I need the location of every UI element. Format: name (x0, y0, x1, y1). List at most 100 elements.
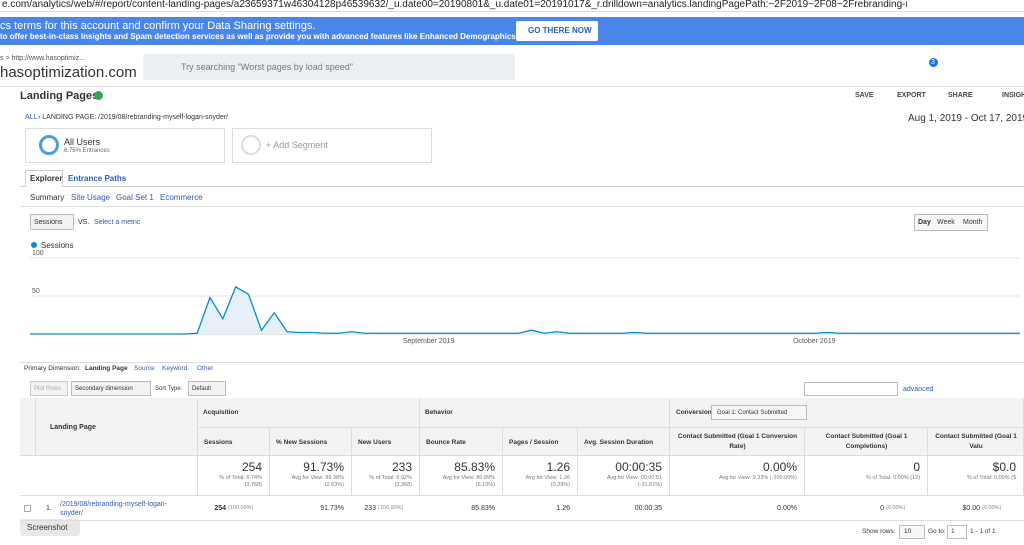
segment-detail: 6.75% Entrances (64, 148, 110, 154)
cell-value: 233 (364, 505, 376, 512)
sort-value[interactable]: Default (192, 386, 212, 392)
share-action[interactable]: SHARE (948, 92, 973, 99)
cell-value: $0.00 (962, 505, 980, 512)
total-cell (352, 456, 420, 496)
export-action[interactable]: EXPORT (897, 92, 926, 99)
subtab[interactable]: Summary (30, 193, 65, 202)
notification-count: 3 (931, 59, 935, 66)
row-index: 1. (46, 505, 52, 512)
total-value: $0.0 (992, 460, 1016, 474)
table-search[interactable] (804, 382, 898, 396)
filter-all[interactable]: ALL (25, 114, 38, 121)
total-value: 85.83% (454, 460, 495, 474)
search-placeholder[interactable]: Try searching "Worst pages by load speed… (181, 62, 353, 72)
goto-input (947, 525, 967, 539)
save-action[interactable]: SAVE (855, 92, 874, 99)
row-checkbox (24, 505, 31, 512)
group-label: Conversions (676, 409, 716, 416)
column-header[interactable]: New Users (358, 439, 392, 446)
group-header (198, 398, 420, 428)
period[interactable]: Day (918, 219, 931, 226)
secondary-dropdown[interactable] (71, 381, 151, 396)
total-note: Avg for View: 0.32% (-100.00%) (718, 475, 797, 481)
table-row (20, 497, 1024, 521)
column-header[interactable]: Pages / Session (509, 439, 559, 446)
chart-divider (20, 362, 1024, 363)
header-cell (20, 398, 198, 456)
vs: VS. (78, 219, 90, 226)
advanced-link[interactable]: advanced (903, 386, 934, 393)
column-header[interactable]: Sessions (204, 439, 233, 446)
plot-rows[interactable]: Plot Rows (34, 386, 62, 392)
column-header-cell (420, 428, 503, 456)
period[interactable]: Week (937, 219, 955, 226)
cell-value: 91.73% (320, 505, 344, 512)
insights-action[interactable]: INSIGHTS (1002, 92, 1024, 99)
banner-button-label[interactable]: GO THERE NOW (528, 26, 592, 35)
date-range[interactable]: Aug 1, 2019 - Oct 17, 2019 (908, 113, 1024, 124)
total-cell (578, 456, 670, 496)
total-note: % of Total: 0.00% (12) (865, 475, 920, 481)
tab[interactable]: Explorer (30, 174, 63, 183)
url[interactable]: e.com/analytics/web/#/report/content-lan… (2, 0, 907, 10)
checkbox-col (20, 398, 36, 456)
add-segment[interactable]: + Add Segment (266, 140, 328, 150)
metric-selected[interactable]: Sessions (34, 219, 63, 226)
column-header-cell (928, 428, 1024, 456)
secondary-dimension[interactable]: Secondary dimension (75, 386, 133, 392)
segment-card[interactable] (25, 128, 225, 163)
period[interactable]: Month (963, 219, 983, 226)
property-name[interactable]: hasoptimization.com (0, 64, 137, 81)
metric-dropdown[interactable] (30, 214, 74, 230)
period-buttons[interactable] (914, 214, 988, 231)
tab[interactable]: Entrance Paths (68, 174, 127, 183)
plot-rows-button[interactable] (30, 381, 68, 396)
row-page[interactable]: /2019/08/rebranding-myself-logan-snyder/ (60, 501, 168, 517)
column-header-cell (198, 428, 270, 456)
dimension-option[interactable]: Other (197, 365, 214, 372)
total-cell (670, 456, 805, 496)
add-segment-card[interactable] (232, 128, 432, 163)
rows-dropdown (899, 525, 925, 539)
tab-line (20, 186, 1024, 187)
verified-icon (94, 91, 103, 100)
subtab[interactable]: Site Usage (71, 193, 111, 202)
goto-label: Go to: (928, 528, 946, 535)
column-header[interactable]: Contact Submitted (Goal 1 Conversion Rat… (677, 433, 798, 450)
search-box[interactable] (143, 54, 515, 80)
cell-value: 85.83% (471, 505, 495, 512)
sort-dropdown[interactable] (188, 381, 226, 396)
group-label: Behavior (425, 409, 453, 416)
subtab[interactable]: Ecommerce (160, 193, 203, 202)
total-value: 91.73% (303, 460, 344, 474)
goto-value[interactable]: 1 (951, 528, 955, 535)
dimension-option[interactable]: Source (134, 365, 155, 372)
subtab[interactable]: Goal Set 1 (116, 193, 154, 202)
breadcrumb[interactable]: s > http://www.hasoptimiz... (0, 55, 86, 62)
segment-icon (39, 135, 59, 155)
notification-badge (929, 58, 938, 67)
column-header[interactable]: Contact Submitted (Goal 1 Completions) (825, 433, 908, 450)
column-header[interactable]: % New Sessions (276, 439, 328, 446)
rows-value[interactable]: 10 (904, 528, 912, 535)
select-metric[interactable]: Select a metric (94, 219, 141, 226)
column-header[interactable]: Contact Submitted (Goal 1 Valu (935, 433, 1017, 450)
total-cell (198, 456, 270, 496)
dimension-label: Primary Dimension: (24, 365, 81, 372)
total-note: Avg for View: 1.26 (0.29%) (525, 475, 570, 488)
dimension-option[interactable]: Keyword (162, 365, 188, 372)
goal-selected[interactable]: Goal 1: Contact Submitted (717, 410, 788, 416)
banner-button[interactable] (516, 21, 598, 41)
column-header-cell (670, 428, 805, 456)
x-tick-label: September 2019 (403, 338, 455, 345)
cell-value: 00:00:35 (634, 505, 662, 512)
active-tab[interactable] (25, 170, 63, 187)
column-header[interactable]: Avg. Session Duration (584, 439, 654, 446)
total-cell (420, 456, 503, 496)
total-value: 0.00% (762, 460, 797, 474)
group-label: Acquisition (203, 409, 239, 416)
column-header[interactable]: Bounce Rate (426, 439, 466, 446)
column-header-cell (503, 428, 578, 456)
x-tick-label: October 2019 (793, 338, 836, 345)
